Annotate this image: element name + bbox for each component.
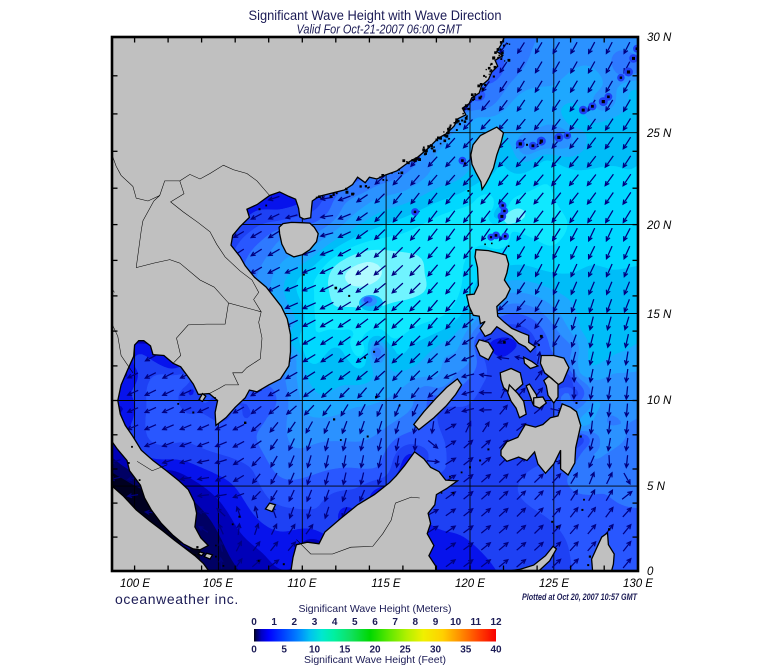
svg-text:35: 35 xyxy=(460,645,472,656)
svg-text:4: 4 xyxy=(332,617,338,628)
svg-text:1: 1 xyxy=(271,617,277,628)
svg-text:Significant Wave Height (Feet): Significant Wave Height (Feet) xyxy=(304,654,446,665)
svg-text:5: 5 xyxy=(281,645,287,656)
svg-text:Plotted at Oct 20, 2007 10:57: Plotted at Oct 20, 2007 10:57 GMT xyxy=(522,592,638,603)
svg-text:0: 0 xyxy=(647,566,654,578)
svg-text:Significant Wave Height (Meter: Significant Wave Height (Meters) xyxy=(298,603,451,615)
svg-text:6: 6 xyxy=(372,617,378,628)
svg-text:125 E: 125 E xyxy=(539,578,569,590)
svg-text:130 E: 130 E xyxy=(623,578,653,590)
svg-text:100 E: 100 E xyxy=(120,578,150,590)
svg-text:3: 3 xyxy=(312,617,318,628)
svg-text:0: 0 xyxy=(251,617,257,628)
svg-text:oceanweather inc.: oceanweather inc. xyxy=(115,591,239,607)
svg-text:120 E: 120 E xyxy=(455,578,485,590)
svg-text:20: 20 xyxy=(369,645,381,656)
svg-text:25: 25 xyxy=(400,645,412,656)
svg-text:5: 5 xyxy=(352,617,358,628)
svg-text:15: 15 xyxy=(339,645,351,656)
svg-text:7: 7 xyxy=(392,617,398,628)
svg-text:10: 10 xyxy=(309,645,321,656)
svg-text:25 N: 25 N xyxy=(646,128,672,140)
svg-text:105 E: 105 E xyxy=(203,578,233,590)
svg-text:9: 9 xyxy=(433,617,439,628)
svg-text:110 E: 110 E xyxy=(287,578,317,590)
svg-text:15 N: 15 N xyxy=(647,309,672,321)
svg-text:10 N: 10 N xyxy=(647,395,672,407)
svg-text:Valid For Oct-21-2007 06:00 GM: Valid For Oct-21-2007 06:00 GMT xyxy=(297,23,463,37)
svg-text:12: 12 xyxy=(490,617,502,628)
svg-text:2: 2 xyxy=(292,617,298,628)
svg-text:10: 10 xyxy=(450,617,462,628)
svg-text:8: 8 xyxy=(413,617,419,628)
svg-text:115 E: 115 E xyxy=(371,578,401,590)
svg-text:30: 30 xyxy=(430,645,442,656)
svg-text:11: 11 xyxy=(471,617,482,628)
svg-text:Significant Wave Height with W: Significant Wave Height with Wave Direct… xyxy=(249,7,502,23)
svg-text:30 N: 30 N xyxy=(647,32,672,44)
svg-text:0: 0 xyxy=(251,645,257,656)
svg-text:40: 40 xyxy=(490,645,502,656)
svg-text:20 N: 20 N xyxy=(646,220,672,232)
svg-text:5 N: 5 N xyxy=(647,481,666,493)
